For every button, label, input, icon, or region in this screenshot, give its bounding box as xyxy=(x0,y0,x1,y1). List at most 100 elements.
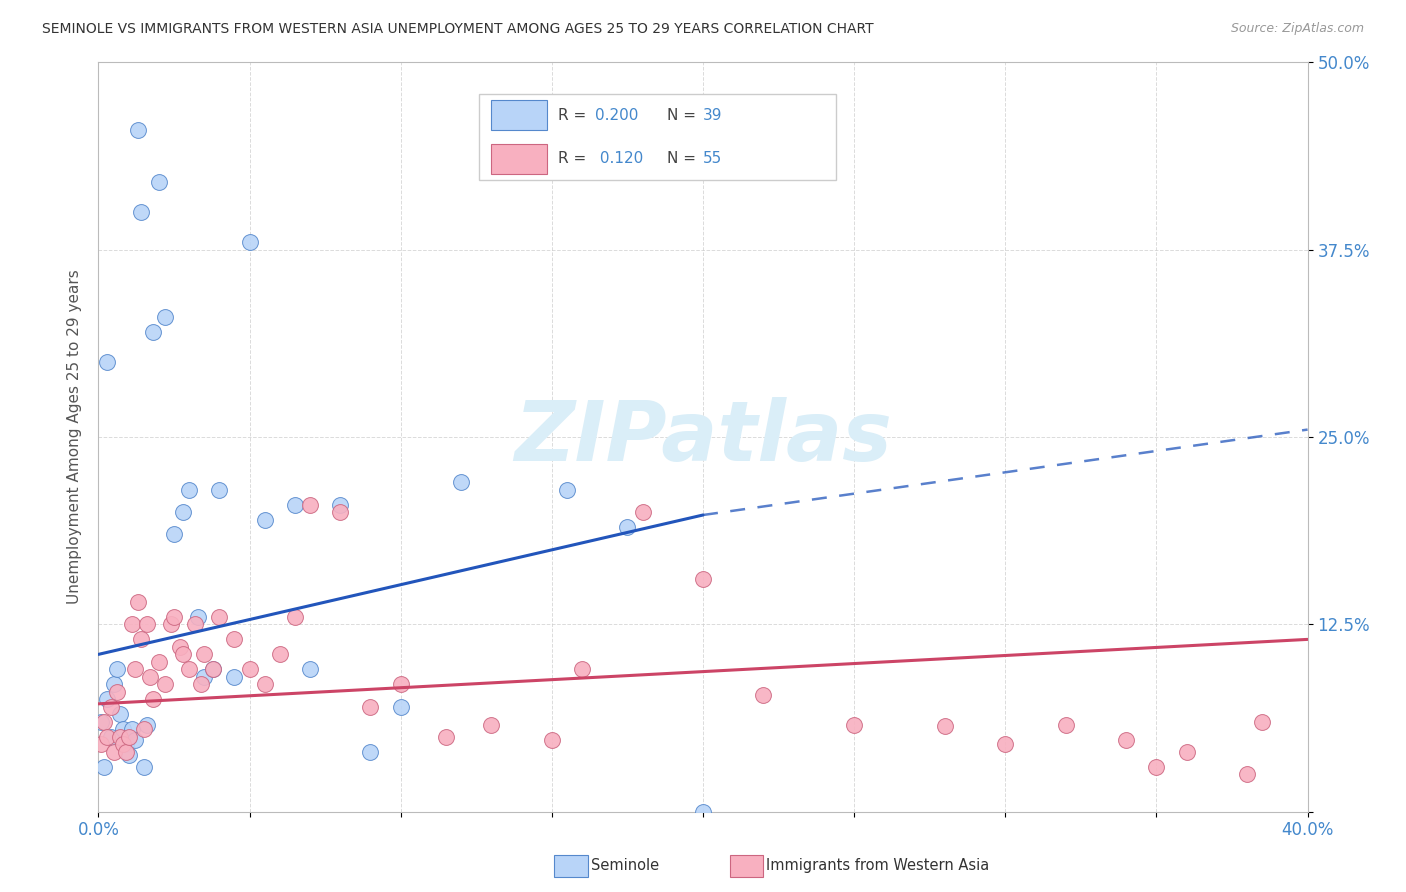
Point xyxy=(100,699,122,714)
Point xyxy=(114,737,136,751)
Point xyxy=(692,805,714,819)
Point xyxy=(121,723,143,737)
Point xyxy=(139,670,162,684)
Point xyxy=(121,617,143,632)
Point xyxy=(148,655,170,669)
Point xyxy=(105,662,128,676)
Point xyxy=(108,707,131,722)
Point xyxy=(239,235,262,250)
Point xyxy=(153,310,176,325)
Point xyxy=(540,732,562,747)
Point xyxy=(571,662,593,676)
Text: R =: R = xyxy=(558,151,591,166)
Text: SEMINOLE VS IMMIGRANTS FROM WESTERN ASIA UNEMPLOYMENT AMONG AGES 25 TO 29 YEARS : SEMINOLE VS IMMIGRANTS FROM WESTERN ASIA… xyxy=(42,22,873,37)
Point xyxy=(127,595,149,609)
Point xyxy=(434,730,457,744)
Point xyxy=(253,677,276,691)
Point xyxy=(135,617,157,632)
Point xyxy=(132,760,155,774)
Point xyxy=(129,632,152,647)
Point xyxy=(172,505,194,519)
Point xyxy=(111,723,134,737)
Point xyxy=(124,732,146,747)
Point xyxy=(135,718,157,732)
Point xyxy=(299,498,322,512)
Text: 0.200: 0.200 xyxy=(595,108,638,123)
Point xyxy=(253,512,276,526)
Point xyxy=(692,573,714,587)
Point xyxy=(184,617,207,632)
Point xyxy=(208,610,231,624)
Point xyxy=(114,745,136,759)
Point xyxy=(148,175,170,189)
Text: Immigrants from Western Asia: Immigrants from Western Asia xyxy=(766,858,990,872)
Point xyxy=(481,718,503,732)
Point xyxy=(103,677,125,691)
Point xyxy=(360,745,382,759)
Text: N =: N = xyxy=(666,108,700,123)
Y-axis label: Unemployment Among Ages 25 to 29 years: Unemployment Among Ages 25 to 29 years xyxy=(66,269,82,605)
Point xyxy=(160,617,183,632)
Point xyxy=(1054,718,1077,732)
Point xyxy=(752,688,775,702)
Point xyxy=(202,662,225,676)
Point xyxy=(105,685,128,699)
Point xyxy=(163,527,186,541)
Point xyxy=(169,640,191,654)
Point xyxy=(103,745,125,759)
Text: N =: N = xyxy=(666,151,700,166)
Point xyxy=(90,737,112,751)
Text: R =: R = xyxy=(558,108,591,123)
Point xyxy=(177,483,201,497)
Point xyxy=(172,648,194,662)
Point xyxy=(163,610,186,624)
Point xyxy=(844,718,866,732)
Point xyxy=(224,670,246,684)
Text: Source: ZipAtlas.com: Source: ZipAtlas.com xyxy=(1230,22,1364,36)
Point xyxy=(934,719,956,733)
Point xyxy=(329,505,352,519)
Point xyxy=(153,677,176,691)
Point xyxy=(1251,714,1274,729)
Text: ZIPatlas: ZIPatlas xyxy=(515,397,891,477)
Point xyxy=(450,475,472,489)
Point xyxy=(284,610,307,624)
Point xyxy=(108,730,131,744)
Point xyxy=(284,498,307,512)
Point xyxy=(96,730,118,744)
Point xyxy=(100,730,122,744)
Point xyxy=(389,699,412,714)
Text: Seminole: Seminole xyxy=(591,858,658,872)
Point xyxy=(127,123,149,137)
Point xyxy=(202,662,225,676)
Point xyxy=(124,662,146,676)
Point xyxy=(193,670,215,684)
Point xyxy=(90,714,112,729)
Point xyxy=(93,760,115,774)
Point xyxy=(1144,760,1167,774)
FancyBboxPatch shape xyxy=(479,94,837,180)
Point xyxy=(118,730,141,744)
Point xyxy=(187,610,209,624)
Point xyxy=(96,692,118,706)
Text: 0.120: 0.120 xyxy=(595,151,644,166)
Point xyxy=(269,648,291,662)
Point xyxy=(1175,745,1198,759)
Point xyxy=(389,677,412,691)
Text: 39: 39 xyxy=(703,108,723,123)
Point xyxy=(239,662,262,676)
Point xyxy=(118,747,141,762)
Point xyxy=(224,632,246,647)
Point xyxy=(329,498,352,512)
Point xyxy=(1115,732,1137,747)
Point xyxy=(111,737,134,751)
Point xyxy=(132,723,155,737)
Point xyxy=(129,205,152,219)
Text: 55: 55 xyxy=(703,151,723,166)
Point xyxy=(142,325,165,339)
Point xyxy=(96,355,118,369)
Point xyxy=(208,483,231,497)
Point xyxy=(177,662,201,676)
Point xyxy=(190,677,212,691)
Point xyxy=(299,662,322,676)
